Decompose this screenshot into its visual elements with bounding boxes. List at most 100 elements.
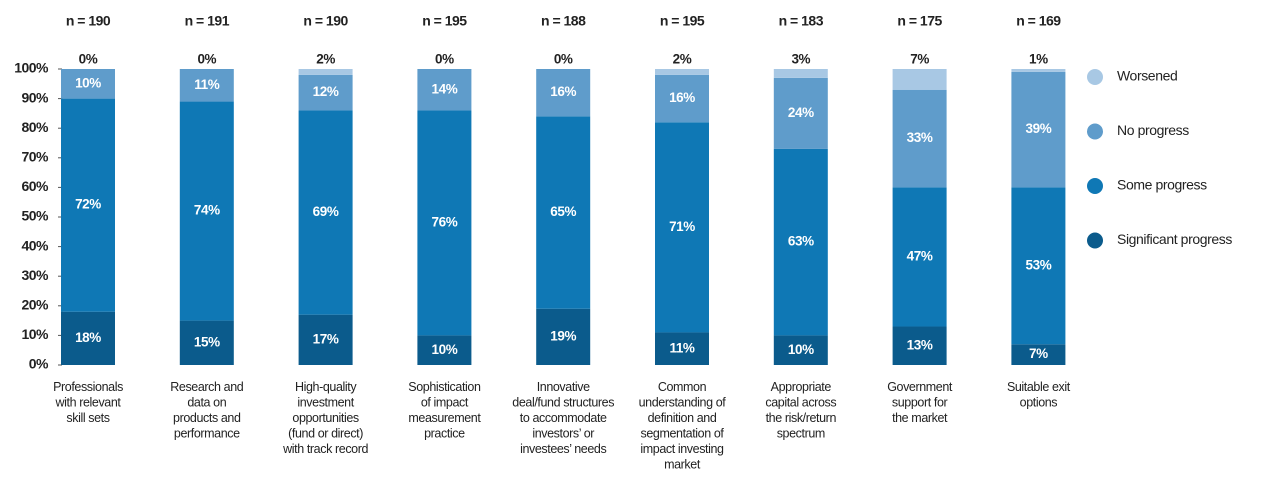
value-label: 12%: [313, 84, 339, 99]
sample-size: n = 195: [422, 13, 467, 29]
value-label: 18%: [75, 330, 101, 345]
x-tick-label-line: understanding of: [639, 396, 727, 410]
x-tick-label: Professionals with relevant skill sets: [53, 380, 123, 425]
sample-size: n = 175: [897, 13, 942, 29]
legend-label: Significant progress: [1117, 231, 1232, 247]
x-tick-label-line: with track record: [282, 442, 368, 456]
bar-segment: [1011, 69, 1066, 72]
bar-segment: [417, 335, 472, 365]
bar-segment: [773, 148, 828, 336]
x-tick-label-line: opportunities: [292, 411, 359, 425]
value-label: 39%: [1025, 121, 1051, 136]
legend-swatch: [1087, 69, 1103, 85]
value-label: 33%: [907, 130, 933, 145]
bar-segment: [298, 69, 353, 75]
x-tick-label-line: options: [1020, 396, 1058, 410]
bar-segment: [655, 122, 709, 333]
bar-segment: [298, 110, 353, 315]
x-tick-label-line: impact investing: [640, 442, 724, 456]
bar-segment: [892, 89, 947, 188]
bar-segment: [417, 110, 472, 336]
value-label: 14%: [431, 81, 457, 96]
x-tick-label-line: segmentation of: [641, 427, 725, 441]
value-label: 71%: [669, 219, 695, 234]
sample-size: n = 195: [660, 13, 705, 29]
y-tick-label: 40%: [21, 237, 49, 253]
value-label: 10%: [431, 342, 457, 357]
legend-swatch: [1087, 178, 1103, 194]
value-label: 72%: [75, 197, 101, 212]
value-label: 63%: [788, 234, 814, 249]
x-tick-label: Government support for the market: [887, 380, 953, 425]
value-label: 2%: [316, 52, 335, 67]
y-tick-label: 60%: [21, 178, 49, 194]
sample-size: n = 190: [303, 13, 348, 29]
value-label: 7%: [910, 52, 929, 67]
x-tick-label-line: deal/fund structures: [512, 396, 614, 410]
value-label: 16%: [550, 84, 576, 99]
x-tick-label-line: Sophistication: [408, 380, 481, 394]
x-tick-label-line: investors’ or: [532, 427, 594, 441]
y-tick-label: 0%: [29, 356, 49, 372]
x-tick-label-line: capital across: [765, 396, 836, 410]
x-tick-label: Suitable exit options: [1007, 380, 1071, 410]
x-tick-label-line: measurement: [408, 411, 481, 425]
value-label: 1%: [1029, 52, 1048, 67]
bar-segment: [892, 326, 947, 365]
bar-segment: [179, 320, 234, 365]
y-tick-label: 90%: [21, 89, 49, 105]
bar-segment: [536, 116, 591, 309]
x-tick-label-line: Suitable exit: [1007, 380, 1071, 394]
x-tick-label-line: products and: [173, 411, 241, 425]
x-tick-label-line: Government: [887, 380, 953, 394]
bar-segment: [655, 69, 709, 75]
value-label: 3%: [791, 52, 810, 67]
bar-segment: [417, 69, 472, 111]
bar-segment: [655, 74, 709, 123]
value-label: 53%: [1025, 257, 1051, 272]
x-tick-label-line: investment: [297, 396, 354, 410]
legend-label: Worsened: [1117, 68, 1177, 84]
bar-segment: [61, 311, 115, 365]
y-tick-label: 20%: [21, 297, 49, 313]
sample-size: n = 190: [66, 13, 111, 29]
value-label: 10%: [788, 342, 814, 357]
value-label: 19%: [550, 328, 576, 343]
x-tick-label-line: definition and: [648, 411, 717, 425]
value-label: 11%: [194, 77, 219, 92]
bar-segment: [1011, 71, 1066, 188]
value-label: 65%: [550, 204, 576, 219]
x-tick-label-line: High-quality: [295, 380, 357, 394]
x-tick-label-line: investees’ needs: [520, 442, 606, 456]
sample-size: n = 191: [185, 13, 230, 29]
y-tick-label: 30%: [21, 267, 49, 283]
y-tick-label: 70%: [21, 149, 49, 165]
value-label: 0%: [554, 52, 573, 67]
x-tick-label-line: data on: [187, 396, 226, 410]
bar-segment: [179, 69, 234, 102]
value-label: 13%: [907, 337, 933, 352]
x-tick-label-line: Professionals: [53, 380, 123, 394]
bar-segment: [773, 77, 828, 149]
x-tick-label-line: skill sets: [66, 411, 109, 425]
x-tick-label-line: to accommodate: [520, 411, 607, 425]
sample-size: n = 169: [1016, 13, 1061, 29]
bar-segment: [179, 101, 234, 321]
legend-swatch: [1087, 123, 1103, 140]
x-tick-label: High-quality investment opportunities (fund…: [282, 380, 368, 456]
legend-label: Some progress: [1117, 177, 1207, 193]
legend-label: No progress: [1117, 122, 1189, 138]
x-tick-label-line: practice: [424, 427, 465, 441]
value-label: 76%: [431, 214, 457, 229]
bar-segment: [536, 308, 591, 365]
bar-segment: [1011, 344, 1066, 365]
x-tick-label-line: spectrum: [777, 427, 825, 441]
bar-segment: [61, 98, 115, 312]
x-tick-label-line: the risk/return: [766, 411, 837, 425]
bar-segment: [298, 74, 353, 111]
bar-segment: [892, 69, 947, 90]
value-label: 24%: [788, 105, 814, 120]
x-tick-label-line: (fund or direct): [288, 427, 363, 441]
x-tick-label-line: with relevant: [55, 396, 122, 410]
x-tick-label-line: Research and: [170, 380, 243, 394]
